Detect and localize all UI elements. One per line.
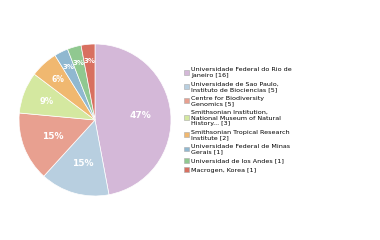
Text: 3%: 3% xyxy=(73,60,85,66)
Wedge shape xyxy=(19,113,95,176)
Text: 15%: 15% xyxy=(42,132,63,141)
Wedge shape xyxy=(55,49,95,120)
Text: 3%: 3% xyxy=(63,64,74,70)
Text: 47%: 47% xyxy=(130,111,151,120)
Wedge shape xyxy=(34,55,95,120)
Text: 15%: 15% xyxy=(72,159,93,168)
Legend: Universidade Federal do Rio de
Janeiro [16], Universidade de Sao Paulo,
Institut: Universidade Federal do Rio de Janeiro [… xyxy=(184,67,292,173)
Text: 9%: 9% xyxy=(40,97,54,106)
Text: 6%: 6% xyxy=(52,75,65,84)
Wedge shape xyxy=(19,74,95,120)
Wedge shape xyxy=(68,45,95,120)
Text: 3%: 3% xyxy=(84,58,95,64)
Wedge shape xyxy=(95,44,171,195)
Wedge shape xyxy=(44,120,109,196)
Wedge shape xyxy=(81,44,95,120)
